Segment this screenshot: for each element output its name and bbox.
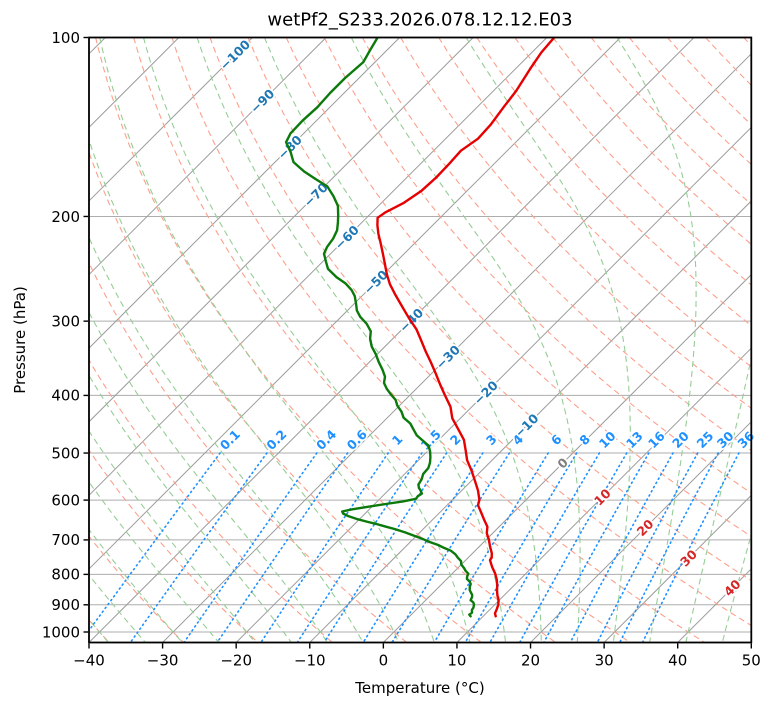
isotherm-lines	[89, 37, 752, 643]
dewpoint-line	[284, 37, 476, 618]
line-label: 0.4	[313, 426, 339, 452]
x-tick-label: 50	[742, 652, 761, 670]
line-label: 0.1	[217, 427, 243, 453]
dry-adiabat-lines	[89, 37, 752, 643]
line-label: 3	[483, 431, 500, 448]
line-label: 8	[576, 431, 593, 448]
y-tick-label: 500	[51, 444, 80, 462]
line-label: 36	[734, 428, 757, 451]
x-tick-label: 30	[595, 652, 614, 670]
x-tick-label: 20	[521, 652, 540, 670]
line-label: 25	[693, 428, 716, 451]
y-axis-label: Pressure (hPa)	[11, 286, 29, 394]
x-tick-label: −10	[294, 652, 326, 670]
line-label: 6	[548, 431, 565, 448]
profile-curves	[284, 37, 556, 618]
line-label: 16	[645, 428, 668, 451]
line-label: 13	[623, 428, 646, 451]
y-tick-label: 100	[51, 29, 80, 47]
y-tick-label: 300	[51, 312, 80, 330]
line-label: 10	[596, 428, 619, 451]
y-tick-label: 400	[51, 387, 80, 405]
moist-adiabat-lines	[89, 37, 752, 643]
x-tick-label: 0	[379, 652, 389, 670]
y-tick-label: 200	[51, 208, 80, 226]
y-tick-label: 900	[51, 596, 80, 614]
x-tick-label: 40	[668, 652, 687, 670]
temperature-line	[376, 37, 556, 618]
pressure-gridlines	[89, 37, 752, 633]
x-tick-label: 10	[447, 652, 466, 670]
y-tick-label: 600	[51, 491, 80, 509]
line-label: 20	[669, 428, 692, 451]
line-label: 30	[714, 428, 737, 451]
x-tick-label: −40	[73, 652, 105, 670]
x-tick-label: −20	[220, 652, 252, 670]
y-tick-label: 800	[51, 566, 80, 584]
x-axis-label: Temperature (°C)	[355, 679, 485, 697]
axes: −40 −30 −20 −10 0 10 20 30 40 5010020030040050060…	[42, 29, 761, 670]
chart-title: wetPf2_S233.2026.078.12.12.E03	[267, 9, 573, 31]
y-tick-label: 1000	[42, 623, 80, 641]
line-label: 1	[389, 431, 406, 448]
y-tick-label: 700	[51, 531, 80, 549]
mixing-ratio-lines	[89, 452, 740, 643]
x-tick-label: −30	[147, 652, 179, 670]
